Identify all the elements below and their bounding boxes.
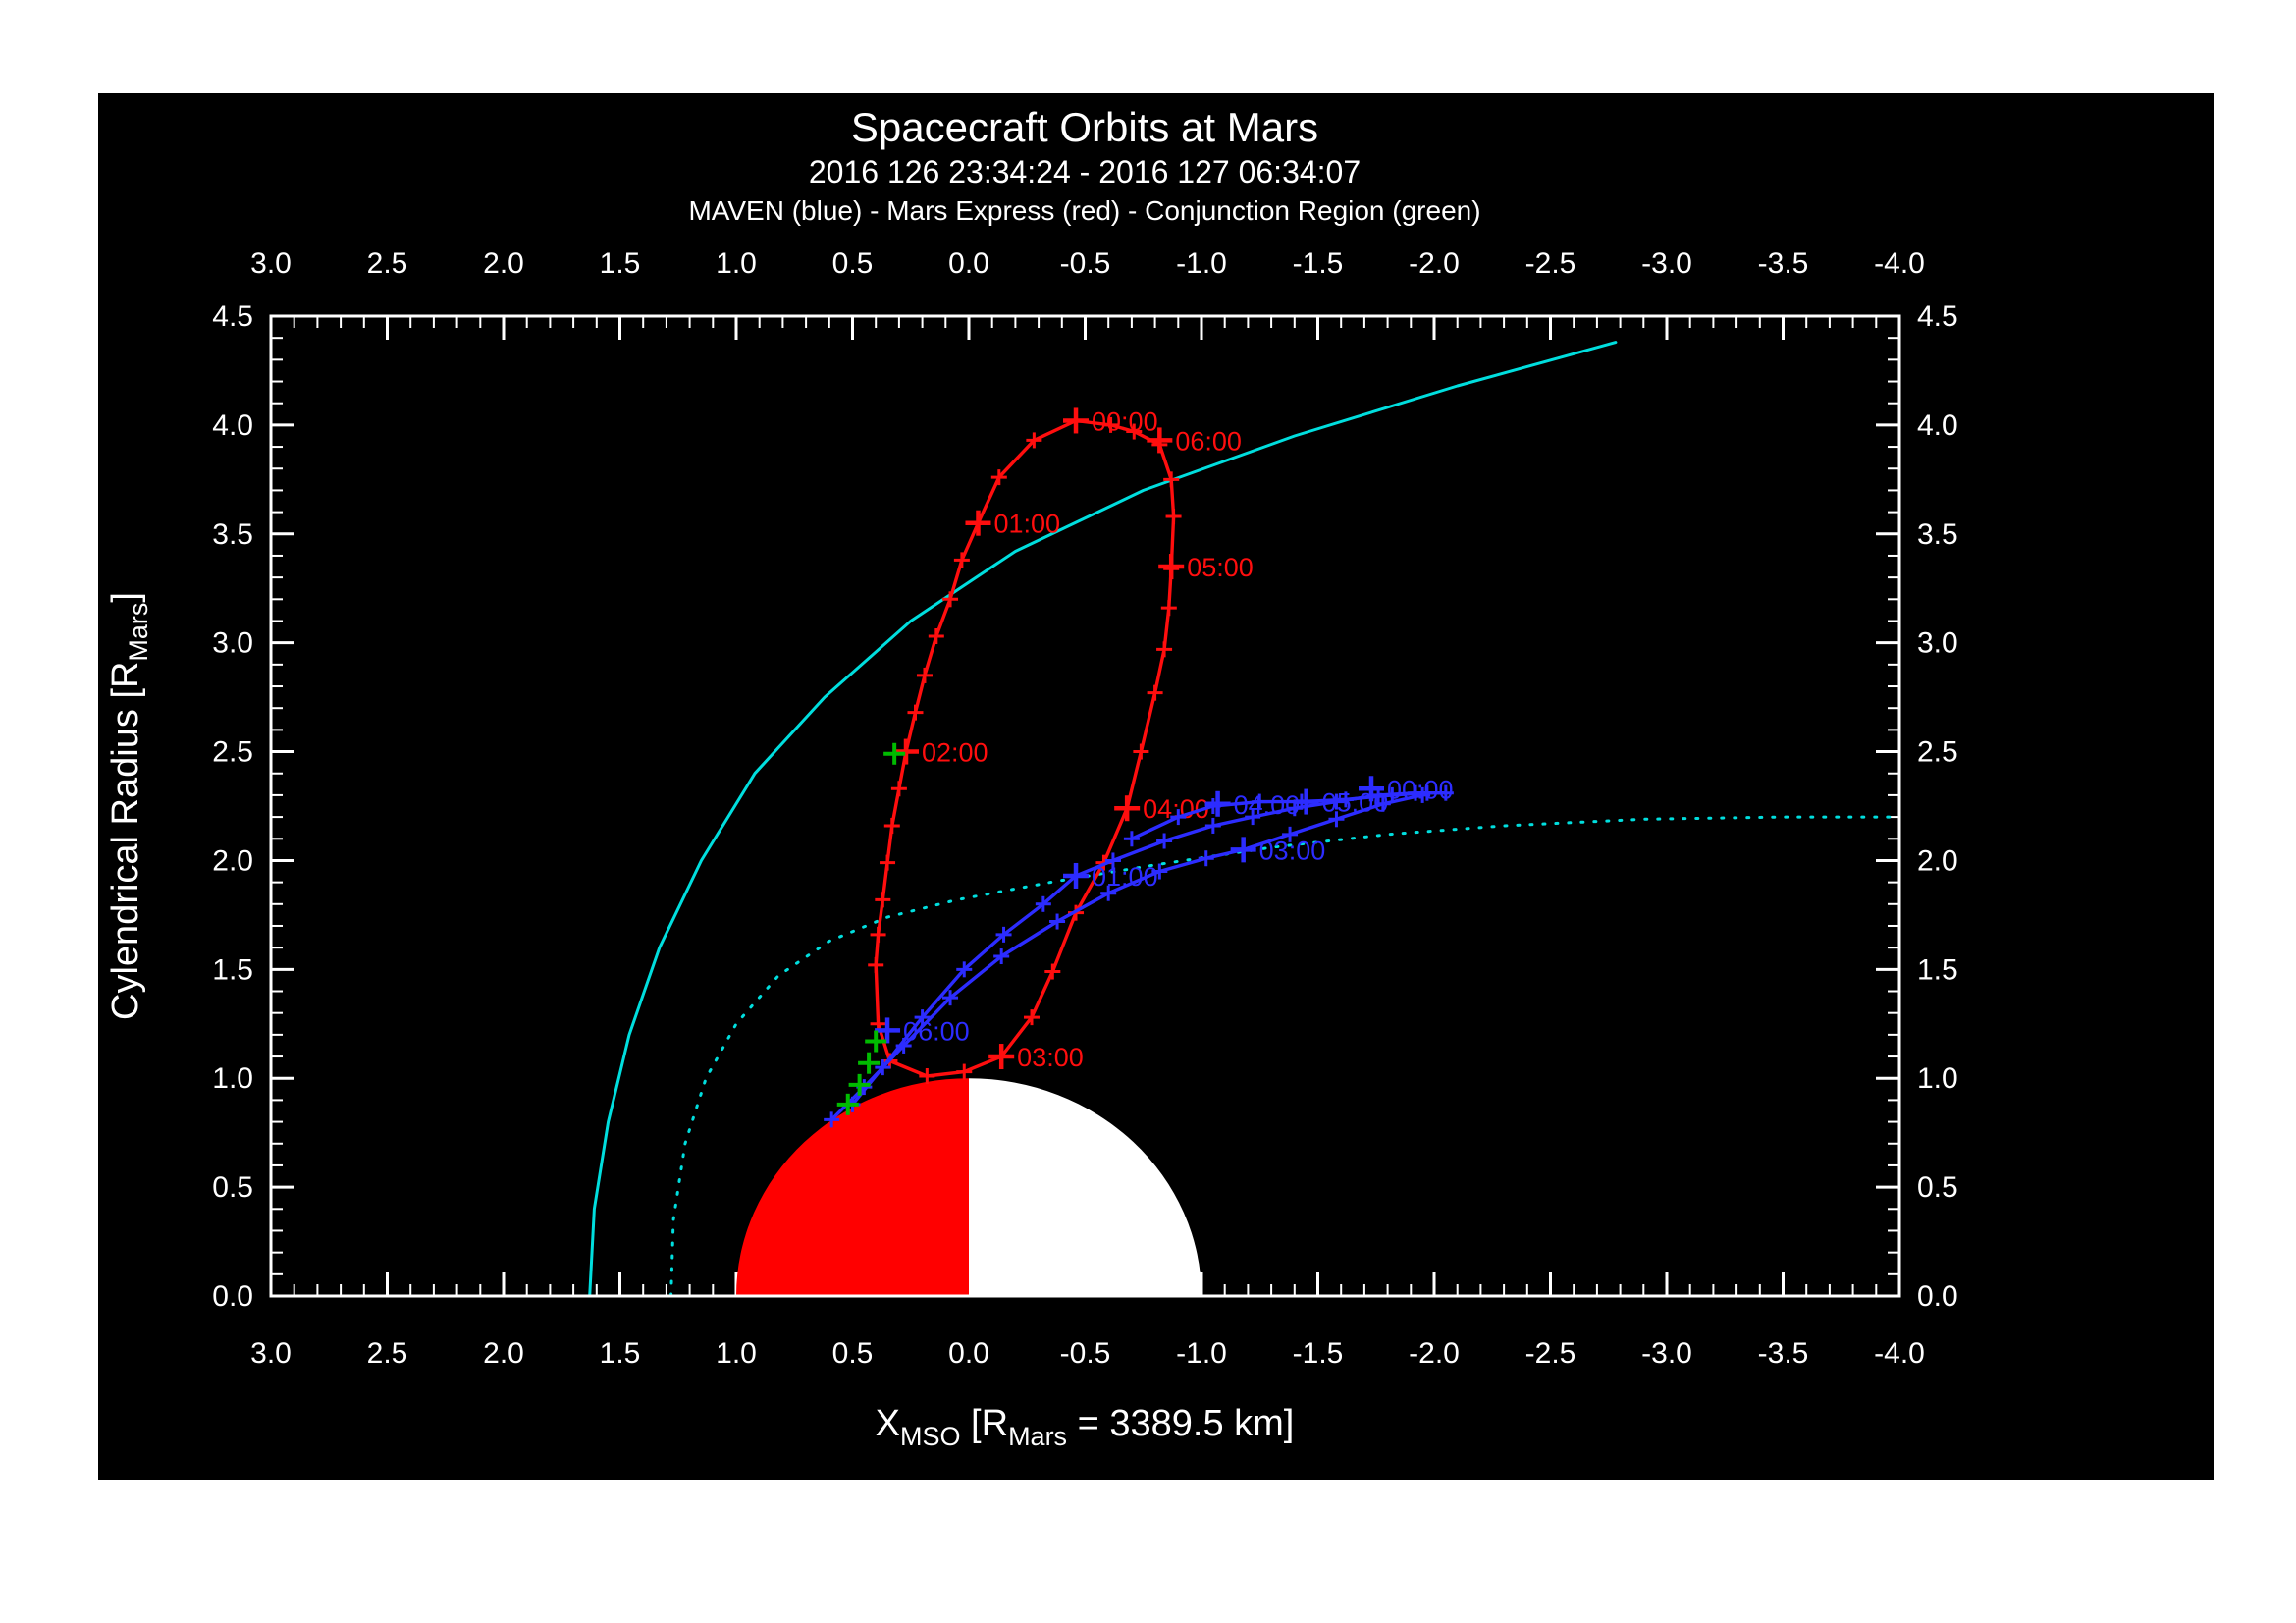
y-tick-label-left: 4.0 (212, 409, 253, 442)
x-tick-label-bottom: -3.0 (1641, 1337, 1692, 1370)
x-tick-label-top: -3.0 (1641, 247, 1692, 280)
x-tick-label-top: -4.0 (1874, 247, 1925, 280)
x-tick-label-bottom: 0.5 (832, 1337, 874, 1370)
y-tick-label-right: 4.5 (1917, 300, 1958, 333)
y-tick-label-right: 0.0 (1917, 1280, 1958, 1313)
x-tick-label-top: 2.5 (367, 247, 408, 280)
plot-content: 3.03.02.52.52.02.01.51.51.01.00.50.50.00… (212, 247, 1957, 1370)
y-tick-label-left: 2.5 (212, 736, 253, 769)
mars-nightside (969, 1078, 1201, 1296)
x-tick-label-bottom: 2.0 (483, 1337, 524, 1370)
x-tick-label-bottom: 1.5 (600, 1337, 641, 1370)
maven-2-line (829, 793, 1424, 1122)
x-tick-label-top: -2.5 (1525, 247, 1576, 280)
x-tick-label-bottom: 3.0 (250, 1337, 292, 1370)
y-tick-label-left: 3.5 (212, 518, 253, 551)
x-tick-label-top: 1.5 (600, 247, 641, 280)
y-tick-label-right: 4.0 (1917, 409, 1958, 442)
x-axis-ticks: 3.0 3.0 2.5 2.5 2.0 2.0 1.5 1.5 1.0 1.0 0.5 0.5 0.0 0… (250, 247, 1925, 1370)
maven-time-label: 04:00 (1234, 790, 1301, 820)
y-tick-label-left: 0.0 (212, 1280, 253, 1313)
mars-express-time-label: 03:00 (1017, 1043, 1084, 1072)
x-tick-label-bottom: 2.5 (367, 1337, 408, 1370)
series-maven-3 (1123, 784, 1435, 847)
x-tick-label-top: -3.5 (1758, 247, 1809, 280)
y-tick-label-right: 0.5 (1917, 1171, 1958, 1204)
maven-time-label: 06:00 (903, 1016, 970, 1046)
x-tick-label-top: 0.5 (832, 247, 874, 280)
series-conjunction (836, 742, 906, 1115)
x-tick-label-top: -1.0 (1176, 247, 1227, 280)
chart-subtitle: 2016 126 23:34:24 - 2016 127 06:34:07 (809, 154, 1361, 189)
mars-express-time-label: 05:00 (1187, 553, 1254, 582)
x-tick-label-top: 0.0 (948, 247, 989, 280)
bow-shock-line (588, 341, 1618, 1298)
series-maven-2 (824, 786, 1431, 1128)
x-tick-label-top: -0.5 (1060, 247, 1111, 280)
y-tick-label-right: 2.0 (1917, 844, 1958, 877)
y-tick-label-left: 1.5 (212, 953, 253, 986)
x-tick-label-top: 2.0 (483, 247, 524, 280)
chart-legend: MAVEN (blue) - Mars Express (red) - Conj… (688, 195, 1480, 226)
y-axis-title: Cylendrical Radius [RMars] (105, 592, 153, 1020)
y-tick-label-left: 4.5 (212, 300, 253, 333)
mars-dayside (736, 1078, 969, 1296)
x-tick-label-bottom: -2.5 (1525, 1337, 1576, 1370)
y-tick-label-right: 3.0 (1917, 627, 1958, 660)
x-tick-label-bottom: -2.0 (1409, 1337, 1460, 1370)
x-axis-title: XMSO [RMars = 3389.5 km] (876, 1403, 1295, 1451)
y-tick-label-left: 2.0 (212, 844, 253, 877)
y-tick-label-right: 1.0 (1917, 1062, 1958, 1095)
mars-disk (736, 1078, 1201, 1296)
plot-frame (269, 314, 1901, 1298)
x-tick-label-bottom: -1.0 (1176, 1337, 1227, 1370)
mars-express-time-label: 01:00 (993, 510, 1060, 539)
x-tick-label-bottom: 1.0 (716, 1337, 757, 1370)
x-tick-label-bottom: -3.5 (1758, 1337, 1809, 1370)
x-tick-label-bottom: -1.5 (1293, 1337, 1344, 1370)
x-tick-label-bottom: -0.5 (1060, 1337, 1111, 1370)
x-tick-label-bottom: 0.0 (948, 1337, 989, 1370)
y-axis-ticks: 0.0 0.0 0.5 0.5 1.0 1.0 1.5 1.5 2.0 2.0 2.5 2.5 3.0 3… (212, 300, 1957, 1313)
y-tick-label-left: 1.0 (212, 1062, 253, 1095)
y-tick-label-right: 3.5 (1917, 518, 1958, 551)
y-tick-label-left: 3.0 (212, 627, 253, 660)
y-tick-label-right: 2.5 (1917, 736, 1958, 769)
x-tick-label-bottom: -4.0 (1874, 1337, 1925, 1370)
chart-title: Spacecraft Orbits at Mars (851, 104, 1318, 150)
series-bow-shock (588, 341, 1618, 1298)
y-tick-label-left: 0.5 (212, 1171, 253, 1204)
x-tick-label-top: 3.0 (250, 247, 292, 280)
x-tick-label-top: -1.5 (1293, 247, 1344, 280)
mars-express-time-label: 00:00 (1092, 406, 1158, 436)
y-tick-label-right: 1.5 (1917, 953, 1958, 986)
mars-express-time-label: 02:00 (922, 738, 988, 768)
x-tick-label-top: -2.0 (1409, 247, 1460, 280)
x-tick-label-top: 1.0 (716, 247, 757, 280)
mars-express-time-label: 06:00 (1175, 426, 1242, 456)
